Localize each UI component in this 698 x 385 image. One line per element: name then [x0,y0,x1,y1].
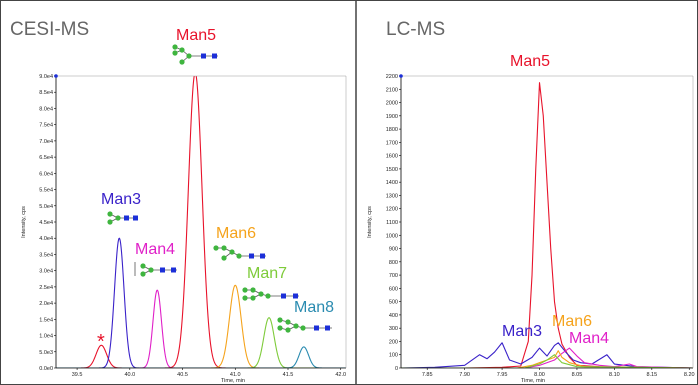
glycan-structure-icon [172,44,218,65]
lc-x-tick-label: 7.90 [459,372,470,378]
lc-trace-man4 [401,347,693,368]
lc-trace-man6 [401,350,693,368]
lc-y-tick-label: 2200 [386,74,398,80]
lc-trace-man7 [401,354,693,368]
cesi-trace-man3 [56,237,346,368]
cesi-y-tick-label: 6.5e4 [39,155,53,161]
lc-y-tick-label: 1300 [386,193,398,199]
cesi-trace-man5 [56,76,346,368]
cesi-x-tick-label: 39.5 [72,372,83,378]
cesi-x-tick-label: 41.5 [283,372,294,378]
cesi-trace-impurity [56,344,346,368]
lc-y-tick-label: 1700 [386,140,398,146]
cesi-y-tick-label: 5.5e4 [39,188,53,194]
cesi-y-tick-label: 7.0e4 [39,139,53,145]
lc-y-tick-label: 1900 [386,114,398,120]
lc-panel: LC-MS Intensity, cps Time, min 0 100 200 30… [367,19,695,384]
lc-x-tick-label: 8.05 [572,372,583,378]
glycan-structure-icon [107,211,138,225]
annotation-man6-cesi: Man6 [216,225,256,242]
lc-trace-man5 [401,82,693,368]
cesi-y-tick-label: 8.5e4 [39,90,53,96]
cesi-y-tick-label: 7.5e4 [39,123,53,129]
lc-x-tick-label: 8.10 [609,372,620,378]
lc-y-tick-label: 100 [389,353,398,359]
lc-x-tick-label: 7.95 [497,372,508,378]
cesi-y-tick-label: 3.5e4 [39,252,53,258]
cesi-y-tick-label: 6.0e4 [39,171,53,177]
lc-series [401,82,693,368]
lc-y-ticks: 0 100 200 300 400 500 600 700 800 900 1000 1100 1200… [386,74,401,372]
lc-y-tick-label: 900 [389,247,398,253]
cesi-y-tick-label: 4.0e4 [39,236,53,242]
cesi-trace-man8 [56,346,346,368]
lc-y-tick-label: 600 [389,286,398,292]
annotation-man7-cesi: Man7 [247,265,287,282]
cesi-y-tick-label: 5.0e3 [39,350,53,356]
lc-axis-marker [399,74,403,78]
cesi-y-tick-label: 0.0e0 [39,366,53,372]
lc-y-tick-label: 1500 [386,167,398,173]
lc-y-tick-label: 1000 [386,233,398,239]
cesi-series [56,76,346,368]
annotation-man6-lc: Man6 [552,313,592,330]
cesi-y-axis-label: Intensity, cps [21,206,27,238]
cesi-y-tick-label: 2.5e4 [39,285,53,291]
cesi-y-tick-label: 9.0e4 [39,74,53,80]
glycan-structure-icon [213,245,266,261]
lc-y-tick-label: 300 [389,326,398,332]
lc-x-tick-label: 8.20 [684,372,695,378]
annotation-impurity: * [97,331,105,353]
lc-x-axis-label: Time, min [521,378,545,384]
annotation-man8-cesi: Man8 [294,299,334,316]
cesi-x-tick-label: 40.0 [124,372,135,378]
lc-y-tick-label: 1200 [386,207,398,213]
lc-y-tick-label: 400 [389,313,398,319]
glycan-structure-icon [134,262,177,277]
lc-y-tick-label: 0 [395,366,398,372]
annotation-man4-lc: Man4 [569,330,609,347]
cesi-y-tick-label: 3.0e4 [39,269,53,275]
annotation-man4-cesi: Man4 [135,241,175,258]
cesi-x-ticks: 39.5 40.0 40.5 41.0 41.5 42.0 [72,368,346,378]
lc-y-tick-label: 1800 [386,127,398,133]
cesi-x-axis-label: Time, min [221,378,245,384]
lc-trace-man3 [401,342,693,368]
cesi-y-tick-label: 8.0e4 [39,106,53,112]
annotation-man3-cesi: Man3 [101,191,141,208]
cesi-axis-marker [54,74,58,78]
lc-x-tick-label: 8.00 [534,372,545,378]
cesi-x-tick-label: 42.0 [335,372,346,378]
lc-y-tick-label: 2000 [386,101,398,107]
lc-y-tick-label: 1600 [386,154,398,160]
annotation-man5-lc: Man5 [510,53,550,70]
lc-y-tick-label: 1400 [386,180,398,186]
lc-x-ticks: 7.85 7.90 7.95 8.00 8.05 8.10 8.15 8.20 [422,368,695,378]
glycan-structure-icon [277,317,332,333]
cesi-panel: CESI-MS Intensity, cps Time, min 0.0e0 5.… [10,19,347,384]
lc-y-axis-label: Intensity, cps [367,206,373,238]
lc-y-tick-label: 800 [389,260,398,266]
lc-x-tick-label: 7.85 [422,372,433,378]
glycan-structure-icon [242,287,299,301]
lc-x-tick-label: 8.15 [646,372,657,378]
cesi-y-tick-label: 1.5e4 [39,317,53,323]
lc-y-tick-label: 500 [389,300,398,306]
cesi-y-tick-label: 5.0e4 [39,204,53,210]
lc-y-tick-label: 700 [389,273,398,279]
cesi-y-ticks: 0.0e0 5.0e3 1.0e4 1.5e4 2.0e4 2.5e4 3.0e4 3.5e4… [39,74,56,372]
annotation-man3-lc: Man3 [502,323,542,340]
lc-y-tick-label: 1100 [386,220,398,226]
cesi-y-tick-label: 1.0e4 [39,334,53,340]
cesi-x-tick-label: 41.0 [230,372,241,378]
lc-panel-title: LC-MS [386,19,445,40]
lc-y-tick-label: 200 [389,339,398,345]
cesi-y-tick-label: 4.5e4 [39,220,53,226]
cesi-panel-title: CESI-MS [10,19,89,40]
cesi-x-tick-label: 40.5 [177,372,188,378]
cesi-y-tick-label: 2.0e4 [39,301,53,307]
lc-y-tick-label: 2100 [386,87,398,93]
annotation-man5-cesi: Man5 [176,27,216,44]
